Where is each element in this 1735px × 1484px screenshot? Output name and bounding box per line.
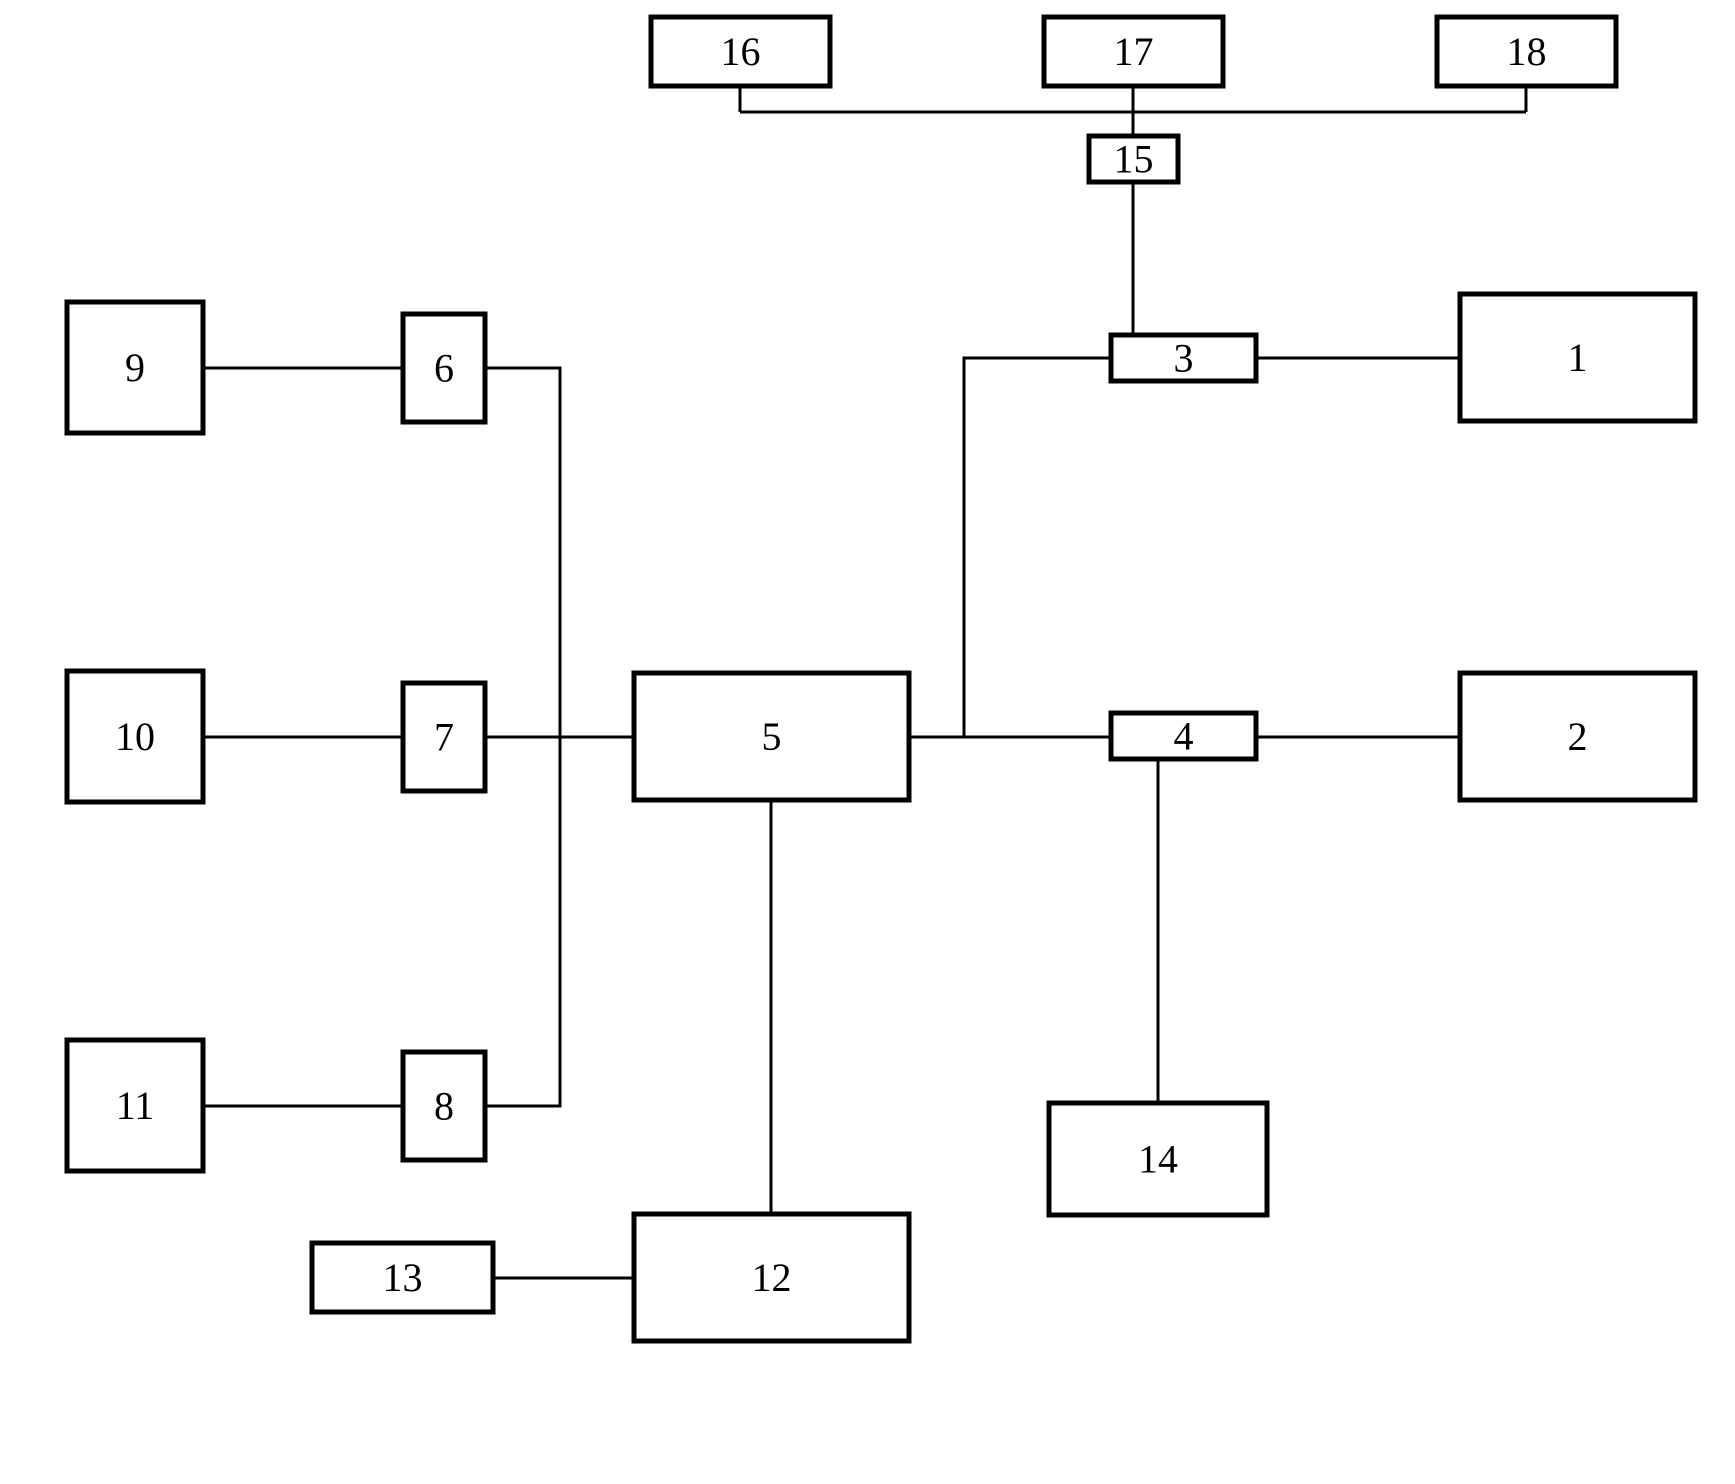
- node-n2: 2: [1460, 673, 1695, 800]
- node-label: 17: [1114, 29, 1154, 74]
- node-label: 12: [752, 1255, 792, 1300]
- node-n1: 1: [1460, 294, 1695, 421]
- node-label: 9: [125, 345, 145, 390]
- node-n10: 10: [67, 671, 203, 802]
- node-label: 18: [1507, 29, 1547, 74]
- node-label: 8: [434, 1084, 454, 1129]
- nodes-layer: 123456789101112131415161718: [67, 17, 1695, 1341]
- block-diagram: 123456789101112131415161718: [0, 0, 1735, 1479]
- node-n4: 4: [1111, 713, 1256, 759]
- node-n11: 11: [67, 1040, 203, 1171]
- node-label: 11: [116, 1083, 155, 1128]
- node-n14: 14: [1049, 1103, 1267, 1215]
- node-label: 5: [762, 714, 782, 759]
- node-label: 14: [1138, 1137, 1178, 1182]
- node-n8: 8: [403, 1052, 485, 1160]
- node-label: 16: [721, 29, 761, 74]
- node-n9: 9: [67, 302, 203, 433]
- node-n15: 15: [1089, 136, 1178, 182]
- node-n16: 16: [651, 17, 830, 86]
- node-label: 1: [1568, 335, 1588, 380]
- node-n13: 13: [312, 1243, 493, 1312]
- node-n12: 12: [634, 1214, 909, 1341]
- node-n7: 7: [403, 683, 485, 791]
- node-n17: 17: [1044, 17, 1223, 86]
- node-n3: 3: [1111, 335, 1256, 381]
- node-n18: 18: [1437, 17, 1616, 86]
- node-n5: 5: [634, 673, 909, 800]
- node-n6: 6: [403, 314, 485, 422]
- edge: [485, 737, 560, 1106]
- node-label: 3: [1174, 336, 1194, 381]
- node-label: 2: [1568, 714, 1588, 759]
- edge: [485, 368, 560, 737]
- edge: [964, 358, 1111, 737]
- node-label: 7: [434, 715, 454, 760]
- node-label: 13: [383, 1255, 423, 1300]
- node-label: 6: [434, 346, 454, 391]
- node-label: 15: [1114, 137, 1154, 182]
- node-label: 10: [115, 714, 155, 759]
- node-label: 4: [1174, 714, 1194, 759]
